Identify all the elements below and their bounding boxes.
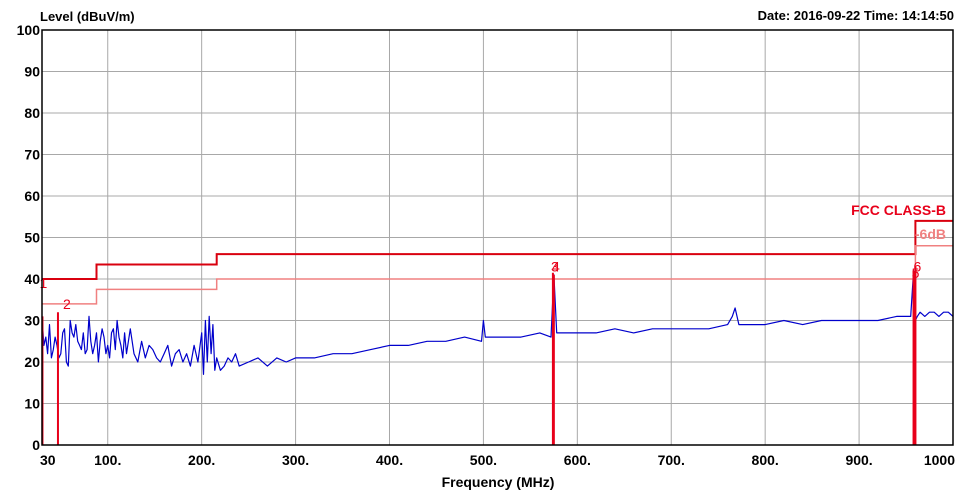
x-tick-label: 300. (282, 452, 309, 468)
y-tick-label: 20 (24, 354, 40, 370)
trace-line (41, 270, 954, 375)
marker-3-label: 3 (551, 259, 559, 275)
y-axis-label: Level (dBuV/m) (40, 9, 135, 24)
date-time-text: Date: 2016-09-22 Time: 14:14:50 (758, 8, 954, 23)
y-tick-label: 30 (24, 313, 40, 329)
x-axis-label: Frequency (MHz) (442, 474, 555, 490)
x-tick-label: 100. (94, 452, 121, 468)
x-tick-label: 400. (376, 452, 403, 468)
marker-4-label: 4 (552, 259, 560, 275)
x-tick-label: 500. (470, 452, 497, 468)
grid-lines (42, 30, 953, 445)
y-tick-label: 10 (24, 396, 40, 412)
limit-label-6db: -6dB (915, 226, 946, 242)
marker-1-label: 1 (39, 275, 47, 291)
marker-2-label: 2 (63, 296, 71, 312)
y-tick-label: 40 (24, 271, 40, 287)
marker-6-label: 6 (914, 259, 922, 275)
x-tick-label: 30 (40, 452, 56, 468)
y-tick-labels: 0 10 20 30 40 50 60 70 80 90 100 (17, 22, 41, 453)
limit-label-fcc-class-b: FCC CLASS-B (851, 202, 946, 218)
emission-trace (41, 270, 954, 375)
y-tick-label: 60 (24, 188, 40, 204)
x-tick-label: 200. (188, 452, 215, 468)
y-tick-label: 80 (24, 105, 40, 121)
plot-frame (41, 29, 954, 446)
limit-lines (42, 219, 953, 305)
limit-line-6db (42, 245, 953, 305)
y-tick-label: 100 (17, 22, 41, 38)
x-tick-label: 700. (658, 452, 685, 468)
x-tick-label: 1000 (924, 452, 955, 468)
x-tick-labels: 30 100. 200. 300. 400. 500. 600. 700. 800. 900. 10… (40, 452, 955, 468)
x-tick-label: 600. (564, 452, 591, 468)
y-tick-label: 0 (32, 437, 40, 453)
x-tick-label: 800. (752, 452, 779, 468)
y-tick-label: 90 (24, 64, 40, 80)
y-tick-label: 50 (24, 230, 40, 246)
x-tick-label: 900. (845, 452, 872, 468)
limit-line-fcc-class-b (42, 219, 953, 280)
y-tick-label: 70 (24, 147, 40, 163)
